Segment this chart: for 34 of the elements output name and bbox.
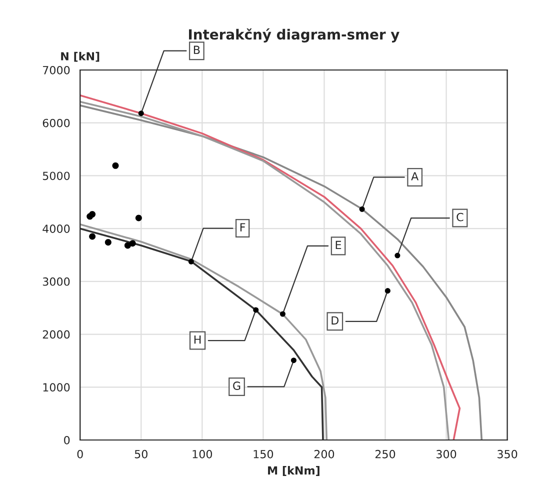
y-tick-label: 6000: [42, 118, 70, 128]
x-tick-label: 100: [192, 450, 212, 458]
y-tick-label: 3000: [42, 277, 70, 286]
annotation: C: [456, 212, 464, 222]
annotation: A: [411, 172, 419, 180]
x-tick-label: 50: [134, 450, 148, 458]
y-tick-label: 7000: [43, 66, 70, 74]
y-axis-title: N [kN]: [61, 52, 100, 62]
y-tick-label: 0: [64, 436, 70, 444]
annotation: G: [233, 382, 240, 390]
point: [104, 239, 112, 246]
annotation: E: [336, 240, 342, 249]
point: [112, 162, 119, 169]
annotation: F: [240, 223, 246, 232]
point: [129, 240, 136, 247]
point: [124, 242, 131, 249]
x-tick-label: 350: [498, 450, 518, 458]
y-tick-label: 4000: [42, 224, 70, 233]
x-tick-label: 250: [375, 450, 396, 458]
x-axis-title: M [kNm]: [268, 466, 320, 476]
annotation: D: [332, 316, 339, 324]
y-tick-label: 1000: [43, 383, 70, 392]
chart-title: Interakčný diagram-smer y: [189, 28, 400, 42]
annotation: B: [194, 46, 200, 54]
point: [89, 211, 96, 218]
x-tick-label: 0: [77, 450, 83, 458]
annotation: H: [194, 335, 201, 344]
point: [135, 214, 142, 222]
x-tick-label: 300: [436, 450, 456, 458]
x-tick-label: 200: [314, 450, 334, 458]
x-tick-label: 150: [254, 450, 274, 458]
y-tick-label: 5000: [42, 172, 70, 180]
point: [89, 233, 96, 240]
y-tick-label: 2000: [42, 330, 70, 339]
